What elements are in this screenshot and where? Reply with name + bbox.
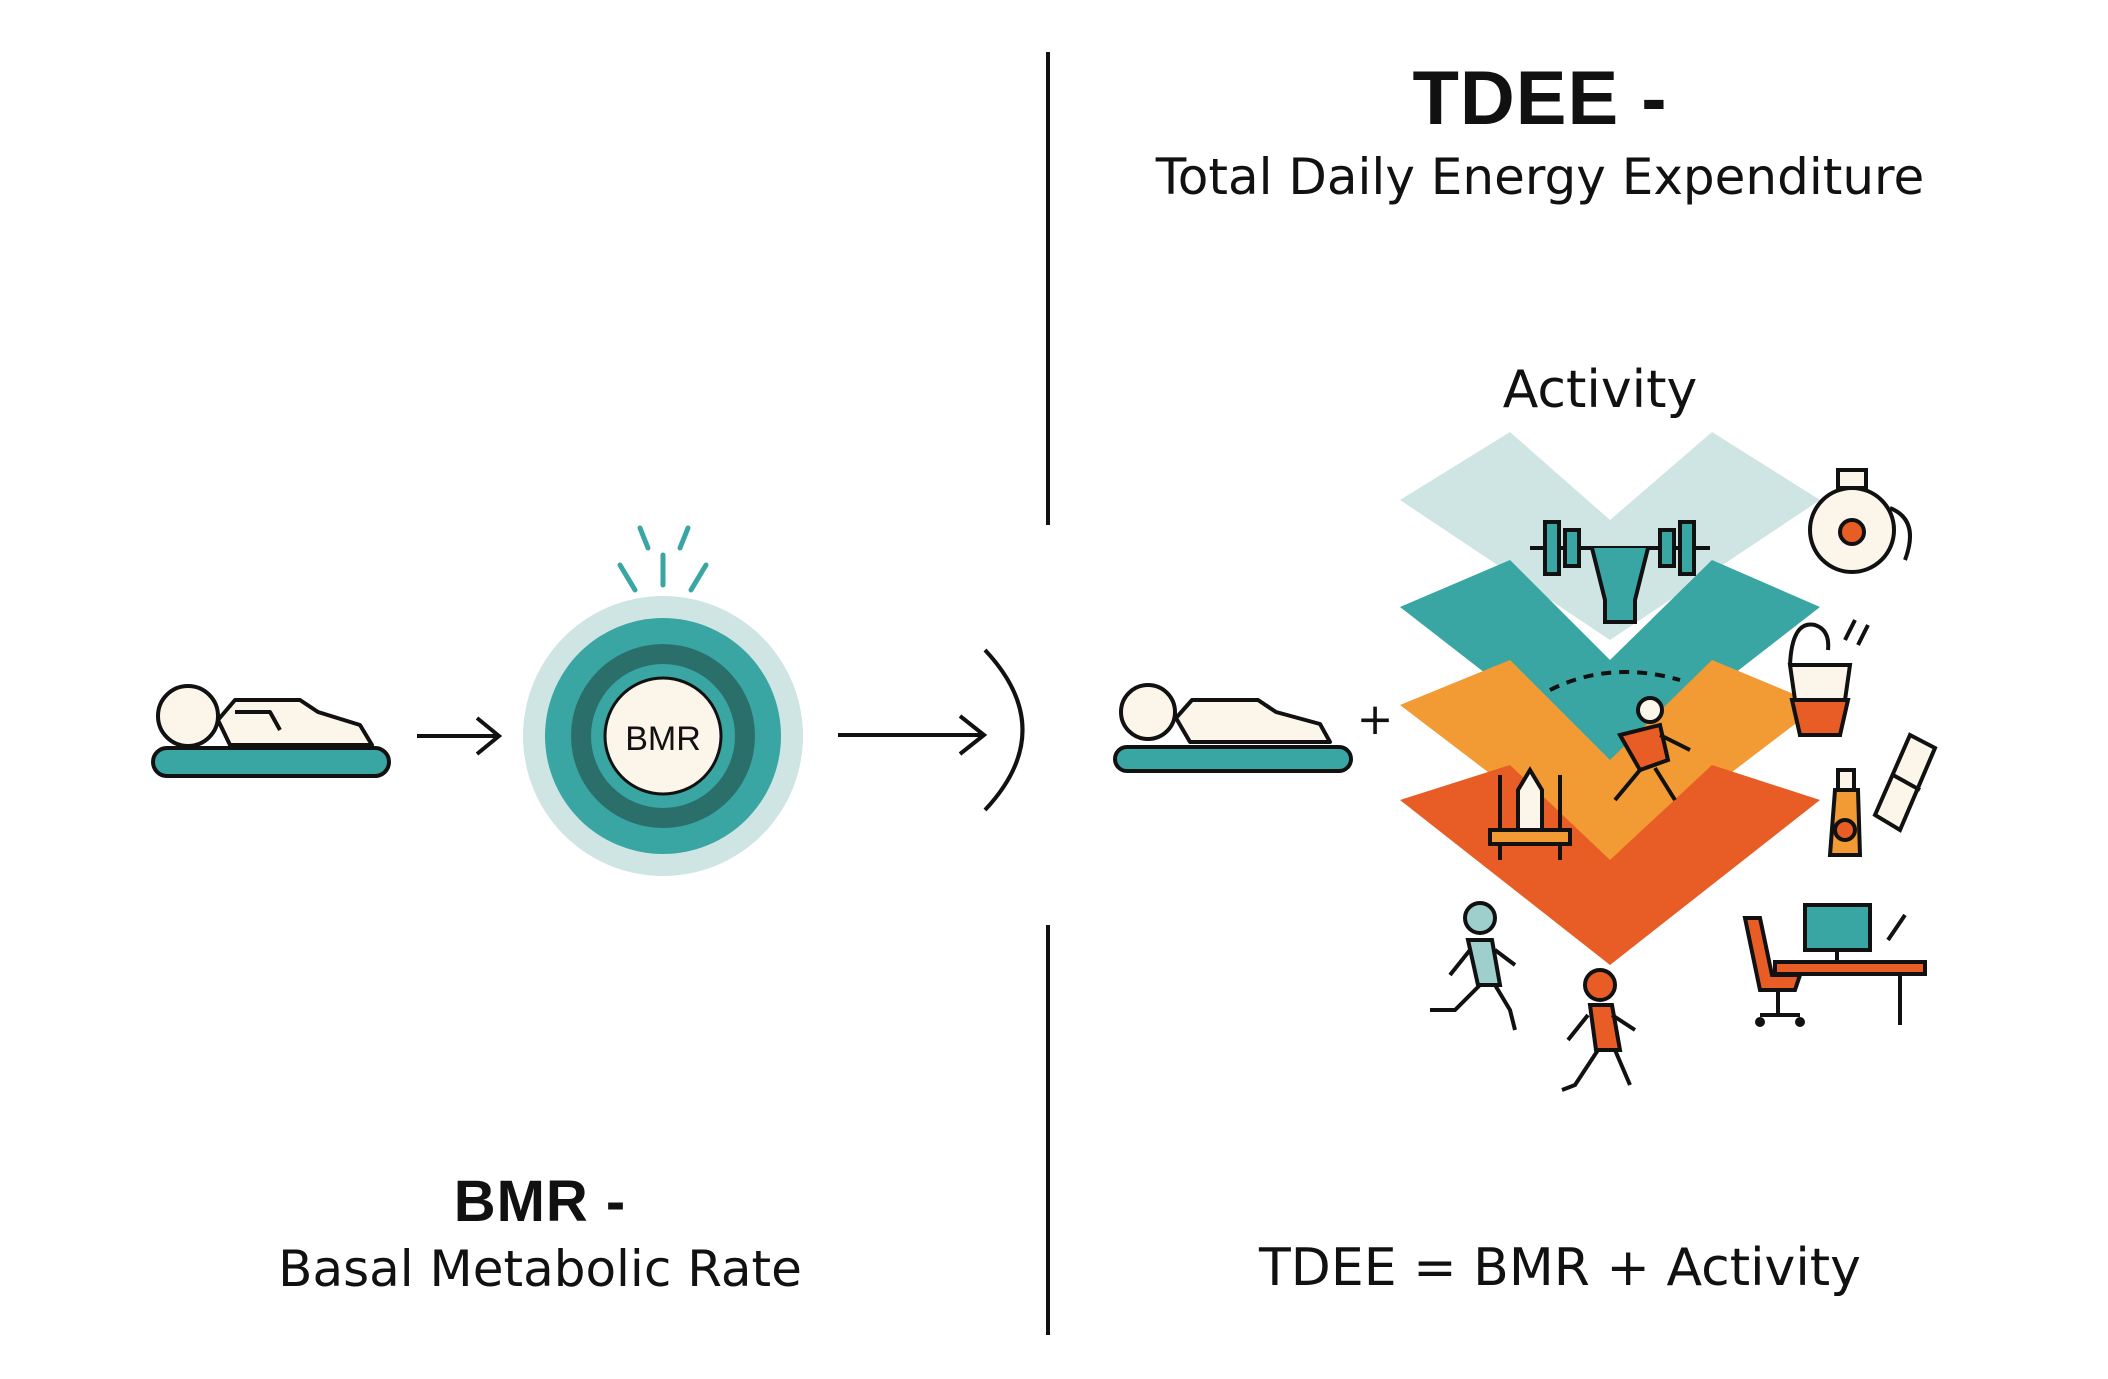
shrine-icon	[1488, 766, 1572, 860]
runner-orange-icon	[1561, 968, 1637, 1092]
activity-label: Activity	[1502, 360, 1698, 420]
bucket-icon	[1787, 619, 1870, 737]
bracket-curve	[983, 648, 1025, 812]
sleeping-person-icon	[151, 684, 391, 778]
tdee-formula: TDEE = BMR + Activity	[1259, 1238, 1861, 1298]
tdee-title: TDEE -	[1412, 56, 1668, 141]
desk-computer-icon	[1742, 903, 1927, 1027]
bmr-title: BMR -	[453, 1169, 627, 1234]
runner-teal-icon	[1430, 901, 1517, 1031]
bottle-icon	[1827, 732, 1938, 857]
activity-chevrons	[1400, 432, 1820, 965]
arrow-1	[417, 716, 503, 756]
plus-sign: +	[1357, 694, 1394, 745]
bmr-disc-icon	[523, 525, 803, 876]
arrow-2	[838, 714, 988, 756]
bmr-subtitle: Basal Metabolic Rate	[278, 1240, 802, 1298]
tdee-subtitle: Total Daily Energy Expenditure	[1155, 148, 1925, 206]
sleeping-person-right-icon	[1113, 683, 1353, 773]
dancer-icon	[1549, 670, 1691, 802]
bmr-badge-text: BMR	[625, 720, 701, 758]
kettlebell-icon	[1808, 468, 1912, 574]
barbell-icon	[1530, 520, 1710, 624]
